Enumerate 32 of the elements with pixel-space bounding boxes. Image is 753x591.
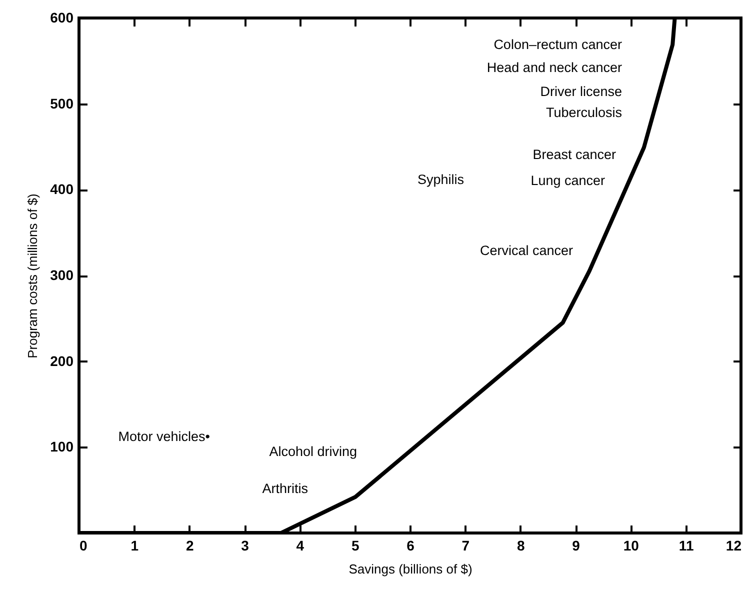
annotation: Head and neck cancer [486, 60, 622, 75]
x-tick-label: 11 [678, 538, 694, 554]
x-tick-label: 2 [186, 538, 194, 554]
x-tick-label: 10 [623, 538, 640, 554]
annotation: Tuberculosis [546, 105, 622, 120]
x-tick-label: 0 [80, 538, 88, 554]
annotation: Colon–rectum cancer [494, 37, 622, 52]
x-tick-label: 7 [462, 538, 470, 554]
y-tick-label: 500 [50, 95, 74, 112]
annotation: Cervical cancer [480, 243, 574, 258]
annotation: Lung cancer [530, 173, 606, 188]
y-tick-label: 300 [50, 267, 74, 283]
x-tick-label: 4 [296, 538, 304, 554]
x-tick-label: 6 [406, 538, 415, 554]
x-tick-label: 1 [130, 538, 139, 554]
x-axis-title: Savings (billions of $) [348, 562, 472, 576]
annotation: Syphilis [417, 172, 464, 187]
y-tick-label: 100 [50, 438, 74, 455]
x-tick-label: 9 [572, 538, 580, 554]
annotation: Arthritis [262, 481, 308, 496]
annotation: Breast cancer [532, 147, 616, 162]
y-tick-label: 600 [50, 10, 74, 26]
annotation: Alcohol driving [269, 444, 357, 459]
annotation: Driver license [540, 84, 622, 99]
x-tick-label: 5 [351, 538, 360, 554]
y-tick-label: 200 [50, 352, 74, 369]
y-axis-title: Program costs (millions of $) [25, 194, 40, 358]
x-tick-label: 8 [516, 538, 525, 554]
annotation: Motor vehicles• [118, 429, 210, 444]
y-tick-label: 400 [50, 181, 74, 198]
x-tick-label: 3 [241, 538, 250, 554]
x-tick-label: 12 [726, 538, 742, 554]
